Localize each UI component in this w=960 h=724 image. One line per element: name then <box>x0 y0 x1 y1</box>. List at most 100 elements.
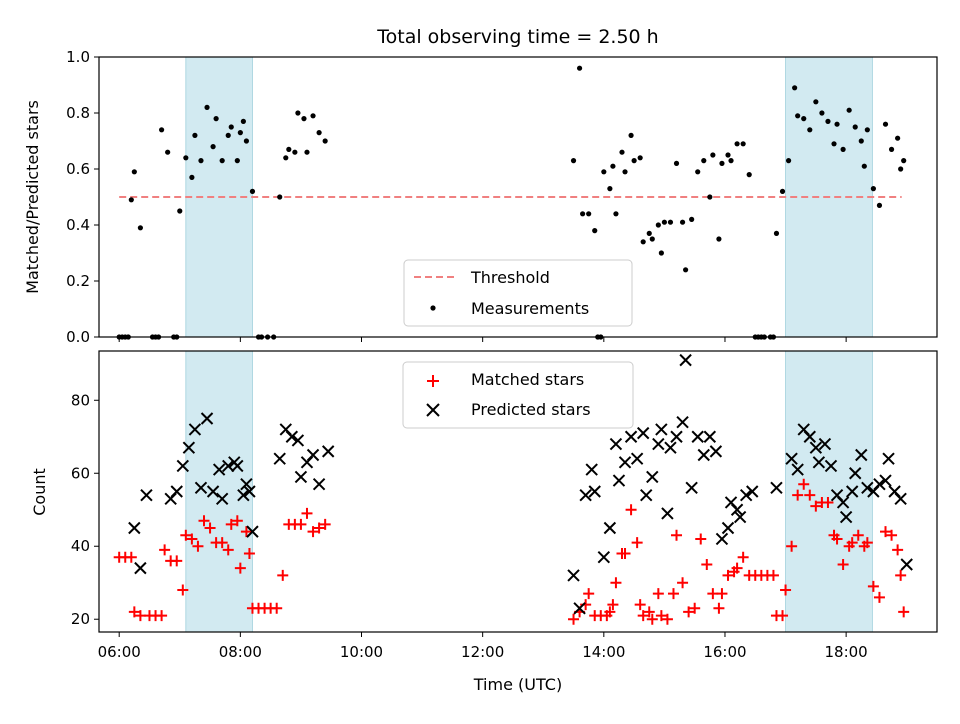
measurement-point <box>870 186 876 192</box>
measurement-point <box>649 236 655 242</box>
predicted-star-point <box>655 423 668 436</box>
predicted-star-point <box>246 525 259 538</box>
measurement-point <box>831 141 837 147</box>
matched-star-point <box>243 548 255 560</box>
measurement-point <box>683 267 689 273</box>
measurement-point <box>895 135 901 141</box>
predicted-star-point <box>231 459 244 473</box>
matched-star-point <box>867 580 879 592</box>
measurement-point <box>734 141 740 147</box>
top-axes-frame <box>98 56 938 338</box>
measurement-point <box>725 152 731 158</box>
matched-star-point <box>222 544 234 556</box>
measurement-point <box>219 158 225 164</box>
measurement-point <box>807 127 813 133</box>
matched-star-point <box>677 577 689 589</box>
bottom-y-tick-label: 60 <box>71 464 90 482</box>
matched-star-point <box>777 610 789 622</box>
matched-star-point <box>177 584 189 596</box>
predicted-star-point <box>855 448 868 462</box>
matched-star-point <box>898 606 910 618</box>
bottom-y-ticks: 20 40 60 80 <box>71 391 99 628</box>
measurement-point <box>795 113 801 119</box>
measurement-point <box>888 146 895 152</box>
predicted-star-point <box>836 496 850 509</box>
measurement-point <box>701 158 707 164</box>
matched-star-point <box>313 522 325 534</box>
predicted-star-point <box>636 426 650 440</box>
measurement-point <box>243 138 250 144</box>
measurement-point <box>601 169 607 175</box>
matched-star-point <box>125 551 137 563</box>
bottom-x-tick-label: 18:00 <box>825 643 868 661</box>
measurement-point <box>189 174 195 180</box>
measurement-point <box>204 104 210 110</box>
top-y-tick-label: 0.2 <box>66 272 90 290</box>
matched-star-point <box>198 515 210 527</box>
measurement-point <box>773 230 780 236</box>
predicted-star-point <box>873 477 886 491</box>
predicted-star-point <box>721 521 735 535</box>
matched-star-point <box>895 569 907 581</box>
predicted-star-point <box>188 423 202 436</box>
measurement-point <box>840 146 846 152</box>
matched-star-point <box>737 551 749 563</box>
predicted-star-point <box>273 452 286 465</box>
bottom-axes-frame <box>98 350 938 633</box>
matched-star-point <box>631 537 643 549</box>
predicted-star-point <box>618 456 632 469</box>
bottom-shaded-region <box>185 350 253 633</box>
predicted-star-point <box>882 452 895 465</box>
measurement-point <box>631 158 637 164</box>
measurement-point <box>728 158 734 164</box>
measurement-point <box>613 211 619 217</box>
measurement-point <box>580 211 586 217</box>
matched-star-point <box>128 606 140 618</box>
predicted-star-point <box>212 463 226 476</box>
bottom-legend: Matched stars Predicted stars <box>402 361 634 429</box>
top-legend: Threshold Measurements <box>403 259 633 327</box>
predicted-star-point <box>630 452 644 465</box>
matched-star-point <box>837 558 849 570</box>
bottom-x-tick-label: 12:00 <box>461 643 504 661</box>
predicted-star-point <box>685 481 698 495</box>
legend-matched-label: Matched stars <box>471 370 584 389</box>
matched-star-point <box>846 537 858 549</box>
matched-star-point <box>156 610 168 622</box>
matched-star-point <box>634 599 646 611</box>
predicted-star-point <box>818 437 832 451</box>
predicted-star-point <box>652 437 665 451</box>
matched-star-point <box>713 602 725 614</box>
measurement-point <box>785 158 792 164</box>
predicted-star-point <box>291 434 305 447</box>
bottom-y-tick-label: 20 <box>71 610 90 628</box>
measurement-point <box>646 230 652 236</box>
top-y-ticks: 0.0 0.2 0.4 0.6 0.8 1.0 <box>66 48 99 346</box>
matched-star-point <box>861 537 873 549</box>
predicted-star-point <box>182 441 196 454</box>
predicted-star-point <box>812 456 826 469</box>
matched-star-point <box>295 518 307 530</box>
matched-star-point <box>701 558 713 570</box>
top-y-axis-label: Matched/Predicted stars <box>23 100 42 294</box>
matched-star-point <box>716 588 728 600</box>
predicted-star-point <box>733 510 747 524</box>
x-axis-label: Time (UTC) <box>473 675 562 694</box>
matched-star-point <box>798 478 810 490</box>
measurement-point <box>861 163 867 169</box>
predicted-star-point <box>176 459 190 473</box>
bottom-shaded-region <box>785 350 873 633</box>
matched-star-point <box>652 588 664 600</box>
legend-predicted-swatch <box>426 403 440 417</box>
measurement-point <box>301 116 307 122</box>
predicted-star-point <box>646 470 659 484</box>
bottom-x-ticks: 06:00 08:00 10:00 12:00 14:00 16:00 18:00 <box>98 632 868 661</box>
predicted-star-point <box>697 448 710 462</box>
matched-star-point <box>810 500 822 512</box>
legend-threshold-label: Threshold <box>470 268 550 287</box>
measurement-point <box>719 160 725 166</box>
matched-star-point <box>301 507 313 519</box>
measurement-point <box>316 130 322 136</box>
top-legend-box <box>403 259 633 327</box>
